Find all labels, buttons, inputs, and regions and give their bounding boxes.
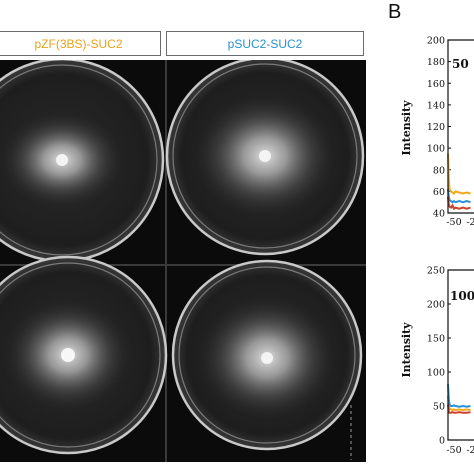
y-tick-label: 250 (427, 266, 445, 277)
dish-top-left (0, 60, 165, 263)
series-line-2 (447, 189, 471, 204)
y-tick-label: 100 (427, 144, 445, 155)
strain-label-pzf-text: pZF(3BS)-SUC2 (34, 36, 123, 51)
x-tick-label: -25 (466, 445, 474, 456)
y-tick-label: 140 (427, 100, 445, 111)
x-tick-label: -50 (446, 217, 461, 228)
panel-label-b: B (388, 1, 402, 23)
dish-bottom-left (0, 255, 168, 455)
y-tick-label: 50 (433, 402, 445, 413)
y-tick-label: 180 (427, 57, 445, 68)
intensity-plot-top: Intensity 50 40 60 80 100 120 140 160 180 200 -5… (400, 36, 474, 228)
y-tick-label: 80 (433, 165, 445, 176)
strain-label-psuc2-text: pSUC2-SUC2 (227, 36, 303, 51)
y-tick-label: 160 (427, 79, 445, 90)
dish-top-right (165, 60, 365, 256)
series-line-3 (447, 404, 471, 414)
strain-label-psuc2: pSUC2-SUC2 (166, 31, 364, 56)
petri-dish-photo (0, 60, 366, 462)
series-line-1 (447, 395, 471, 412)
series-line-3 (447, 196, 471, 211)
x-tick-label: -50 (446, 445, 461, 456)
plot-axes (447, 269, 474, 441)
y-tick-label: 200 (427, 300, 445, 311)
plot-bottom-ylabel: Intensity (400, 322, 413, 378)
y-tick-label: 0 (439, 436, 445, 447)
y-tick-label: 40 (433, 209, 445, 220)
plot-top-annotation: 50 (452, 57, 469, 71)
series-line-1 (447, 153, 471, 195)
series-line-2 (447, 384, 471, 408)
plot-axes (447, 39, 474, 214)
intensity-plots: Intensity 50 40 60 80 100 120 140 160 180 200 -5… (400, 36, 474, 456)
y-tick-label: 60 (433, 187, 445, 198)
y-tick-label: 120 (427, 122, 445, 133)
plot-top-ylabel: Intensity (400, 100, 413, 156)
intensity-plot-bottom: Intensity 100 0 50 100 150 200 250 -50 -25 (400, 266, 474, 456)
strain-label-pzf: pZF(3BS)-SUC2 (0, 31, 161, 56)
plot-bottom-annotation: 100 (450, 289, 474, 303)
y-tick-label: 150 (427, 334, 445, 345)
x-tick-label: -25 (466, 217, 474, 228)
y-tick-label: 200 (427, 36, 445, 47)
y-tick-label: 100 (427, 368, 445, 379)
dish-bottom-right (171, 259, 363, 451)
